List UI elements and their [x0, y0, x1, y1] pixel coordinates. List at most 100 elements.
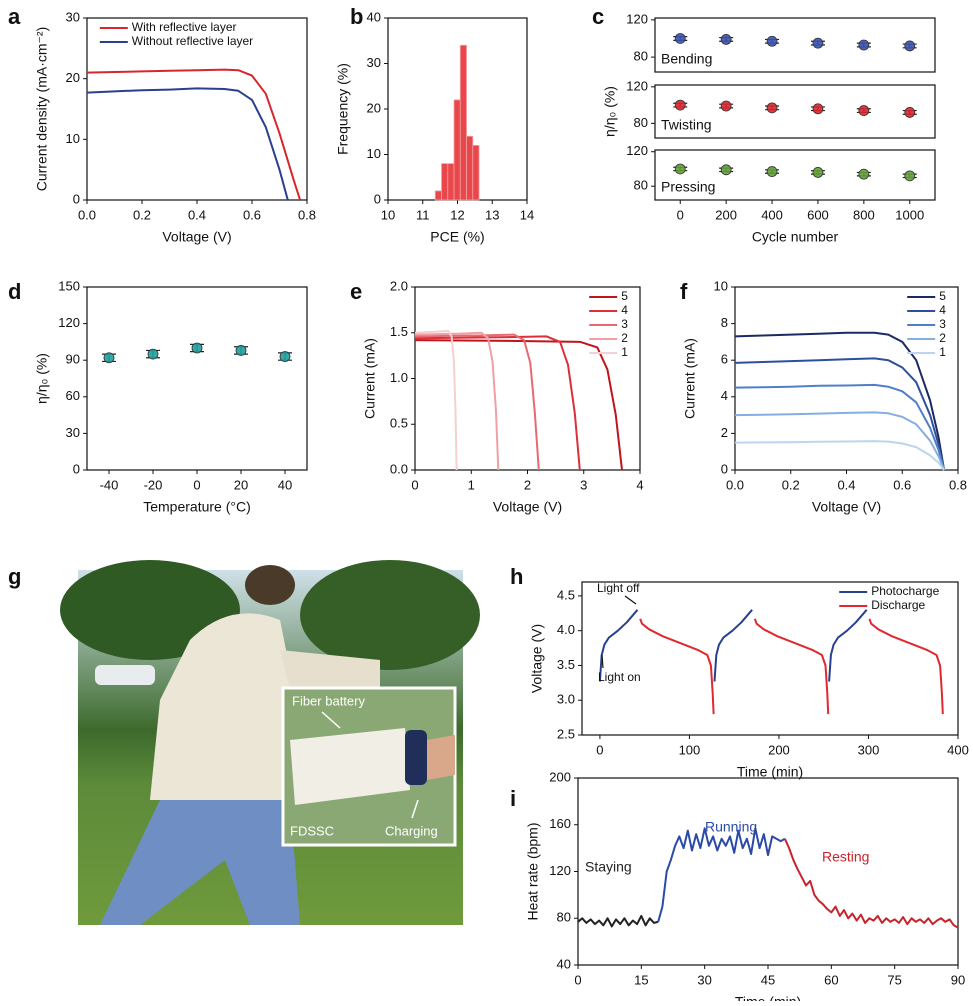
- data-line: [598, 609, 868, 682]
- x-tick-label: 15: [634, 972, 648, 987]
- histogram-bar: [459, 44, 467, 201]
- y-axis-label: Current (mA): [682, 338, 698, 419]
- arm: [280, 650, 380, 690]
- histogram-bar: [447, 163, 455, 201]
- x-tick-label: 0.6: [893, 477, 911, 492]
- data-point: [279, 351, 291, 362]
- y-tick-label: 80: [634, 115, 648, 130]
- y-axis-label: Current density (mA·cm⁻²): [34, 27, 50, 192]
- legend-label: With reflective layer: [132, 20, 237, 34]
- y-tick-label: 3.0: [557, 692, 575, 707]
- data-line: [414, 331, 500, 471]
- legend-label: 4: [621, 303, 628, 317]
- histogram-bar: [441, 163, 449, 201]
- x-tick-label: 200: [768, 742, 790, 757]
- x-tick-label: 0.4: [188, 207, 206, 222]
- y-axis-label: Current (mA): [362, 338, 378, 419]
- annotation-arrow: [601, 595, 637, 669]
- x-tick-label: 0.8: [298, 207, 316, 222]
- panel-label: c: [592, 4, 604, 29]
- x-tick-label: 800: [853, 207, 875, 222]
- panel-label: a: [8, 4, 21, 29]
- tree: [300, 560, 480, 670]
- panel-label: f: [680, 279, 688, 304]
- x-tick-label: -40: [100, 477, 119, 492]
- x-tick-label: 10: [381, 207, 395, 222]
- data-line: [734, 331, 946, 471]
- x-tick-label: 90: [951, 972, 965, 987]
- x-tick-label: 0: [193, 477, 200, 492]
- legend-label: 4: [939, 303, 946, 317]
- x-tick-label: 0: [574, 972, 581, 987]
- data-point: [766, 102, 778, 114]
- y-tick-label: 0: [374, 191, 381, 206]
- data-line: [414, 333, 540, 471]
- y-tick-label: 120: [549, 863, 571, 878]
- y-tick-label: 20: [367, 100, 381, 115]
- x-axis-label: Voltage (V): [162, 229, 231, 245]
- x-tick-label: 30: [697, 972, 711, 987]
- x-tick-label: 0.0: [78, 207, 96, 222]
- legend-label: 3: [621, 317, 628, 331]
- data-point: [674, 163, 686, 175]
- panel-label: g: [8, 564, 21, 589]
- legend-label: Without reflective layer: [132, 34, 253, 48]
- y-tick-label: 120: [58, 315, 80, 330]
- data-point: [858, 39, 870, 51]
- x-tick-label: 400: [947, 742, 969, 757]
- histogram-bar: [434, 190, 442, 201]
- data-point: [235, 345, 247, 356]
- y-tick-label: 1.5: [390, 324, 408, 339]
- data-point: [904, 170, 916, 182]
- x-tick-label: 13: [485, 207, 499, 222]
- y-tick-label: 10: [714, 278, 728, 293]
- photo: Fiber battery FDSSC Charging: [60, 560, 480, 925]
- annotation: Light off: [597, 581, 640, 595]
- legend-label: 5: [621, 289, 628, 303]
- tree: [60, 560, 240, 660]
- jeans: [100, 800, 300, 925]
- data-point: [812, 37, 824, 49]
- data-point: [858, 168, 870, 180]
- data-line: [86, 87, 289, 201]
- x-tick-label: -20: [144, 477, 163, 492]
- y-tick-label: 6: [721, 352, 728, 367]
- x-tick-label: 20: [234, 477, 248, 492]
- y-tick-label: 2: [721, 425, 728, 440]
- x-tick-label: 60: [824, 972, 838, 987]
- series-label: Running: [705, 819, 757, 835]
- data-point: [766, 166, 778, 177]
- photo-arrow: [321, 711, 419, 819]
- legend-label: 5: [939, 289, 946, 303]
- x-tick-label: 75: [887, 972, 901, 987]
- y-tick-label: 200: [549, 769, 571, 784]
- data-line: [639, 618, 944, 715]
- x-axis-label: Voltage (V): [812, 499, 881, 515]
- x-tick-label: 1: [468, 477, 475, 492]
- y-tick-label: 150: [58, 278, 80, 293]
- y-tick-label: 8: [721, 315, 728, 330]
- data-point: [103, 352, 115, 364]
- plot-frame: [414, 286, 641, 471]
- plot-frame: [654, 149, 936, 201]
- y-tick-label: 60: [66, 388, 80, 403]
- plot-frame: [86, 286, 308, 471]
- y-tick-label: 80: [634, 49, 648, 64]
- data-line: [734, 411, 946, 471]
- x-tick-label: 0: [411, 477, 418, 492]
- plot-frame: [577, 777, 959, 966]
- x-axis-label: Voltage (V): [493, 499, 562, 515]
- y-tick-label: 40: [367, 9, 381, 24]
- x-tick-label: 0.2: [133, 207, 151, 222]
- x-axis-label: Time (min): [737, 764, 803, 780]
- data-point: [674, 33, 686, 44]
- y-tick-label: 30: [66, 9, 80, 24]
- y-tick-label: 120: [626, 11, 648, 26]
- data-point: [147, 348, 159, 360]
- inset-sleeve: [290, 728, 410, 805]
- y-tick-label: 0: [721, 461, 728, 476]
- y-axis-label: Frequency (%): [335, 63, 351, 155]
- data-point: [904, 40, 916, 52]
- sweater: [150, 613, 300, 800]
- data-point: [720, 34, 732, 45]
